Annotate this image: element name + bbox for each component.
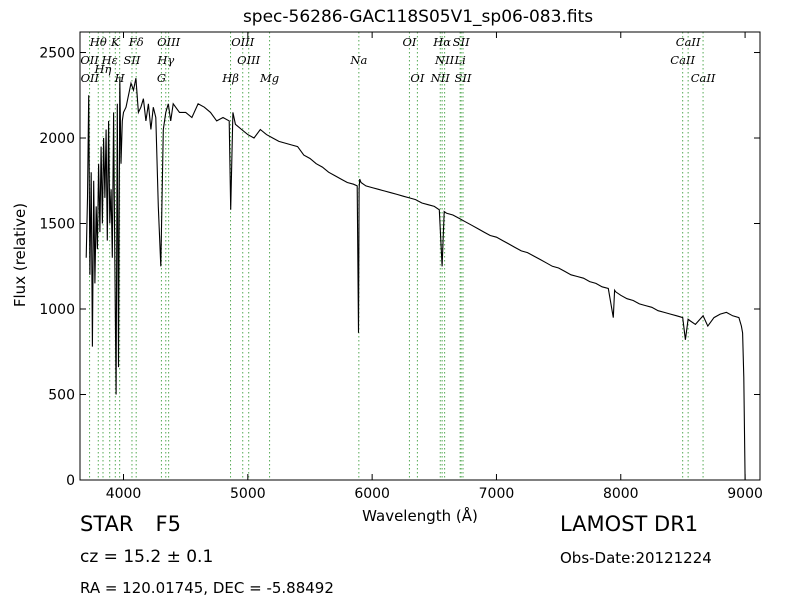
y-tick-label: 0 (66, 473, 75, 489)
spectrum-line (85, 78, 747, 481)
survey-name: LAMOST DR1 (560, 512, 699, 536)
line-label: NII (430, 71, 451, 85)
y-tick-label: 500 (48, 388, 75, 404)
line-label: K (110, 35, 121, 49)
line-label: OI (402, 35, 416, 49)
x-tick-label: 6000 (354, 486, 390, 502)
line-label: Hη (94, 62, 112, 76)
line-label: Hγ (156, 53, 174, 67)
line-label: OIII (237, 53, 261, 67)
line-label: Hθ (89, 35, 107, 49)
x-tick-label: 8000 (603, 486, 639, 502)
line-label: OI (410, 71, 424, 85)
line-label: OII (80, 53, 99, 67)
line-label: CaII (670, 53, 695, 67)
line-label: Hα (432, 35, 451, 49)
observation-date: Obs-Date:20121224 (560, 549, 712, 567)
line-label: H (114, 71, 126, 85)
object-subclass: F5 (155, 512, 181, 536)
y-tick-label: 2000 (39, 131, 75, 147)
line-label: SII (455, 71, 472, 85)
object-classification: STAR F5 (80, 512, 181, 536)
y-axis-ticks: 0 500 1000 1500 2000 2500 (39, 46, 760, 489)
line-label: CaII (691, 71, 716, 85)
object-class: STAR (80, 512, 134, 536)
x-tick-label: 7000 (479, 486, 515, 502)
y-tick-label: 2500 (39, 46, 75, 62)
y-tick-label: 1000 (39, 302, 75, 318)
x-axis-label: Wavelength (Å) (362, 506, 478, 525)
x-tick-label: 9000 (727, 486, 763, 502)
redshift-value: cz = 15.2 ± 0.1 (80, 547, 214, 567)
y-tick-label: 1500 (39, 217, 75, 233)
line-label: SII (453, 35, 470, 49)
line-label: Mg (259, 71, 279, 85)
line-label: NII (434, 53, 455, 67)
plot-frame (79, 31, 761, 481)
line-label: Li (453, 53, 466, 67)
line-label: OIII (231, 35, 255, 49)
line-label: Hε (101, 53, 118, 67)
x-tick-label: 4000 (106, 486, 142, 502)
spectral-line-markers (89, 32, 704, 480)
line-label: G (157, 71, 166, 85)
x-axis-ticks: 4000 5000 6000 7000 8000 9000 (106, 32, 763, 502)
line-label: Fδ (128, 35, 144, 49)
line-label: SII (123, 53, 140, 67)
line-label: CaII (676, 35, 701, 49)
line-label: Na (349, 53, 367, 67)
line-label: OIII (157, 35, 181, 49)
line-label: Hβ (221, 71, 239, 85)
line-label: OII (81, 71, 100, 85)
chart-title: spec-56286-GAC118S05V1_sp06-083.fits (243, 7, 593, 27)
y-axis-label: Flux (relative) (11, 203, 29, 307)
x-tick-label: 5000 (230, 486, 266, 502)
sky-coordinates: RA = 120.01745, DEC = -5.88492 (80, 579, 334, 597)
